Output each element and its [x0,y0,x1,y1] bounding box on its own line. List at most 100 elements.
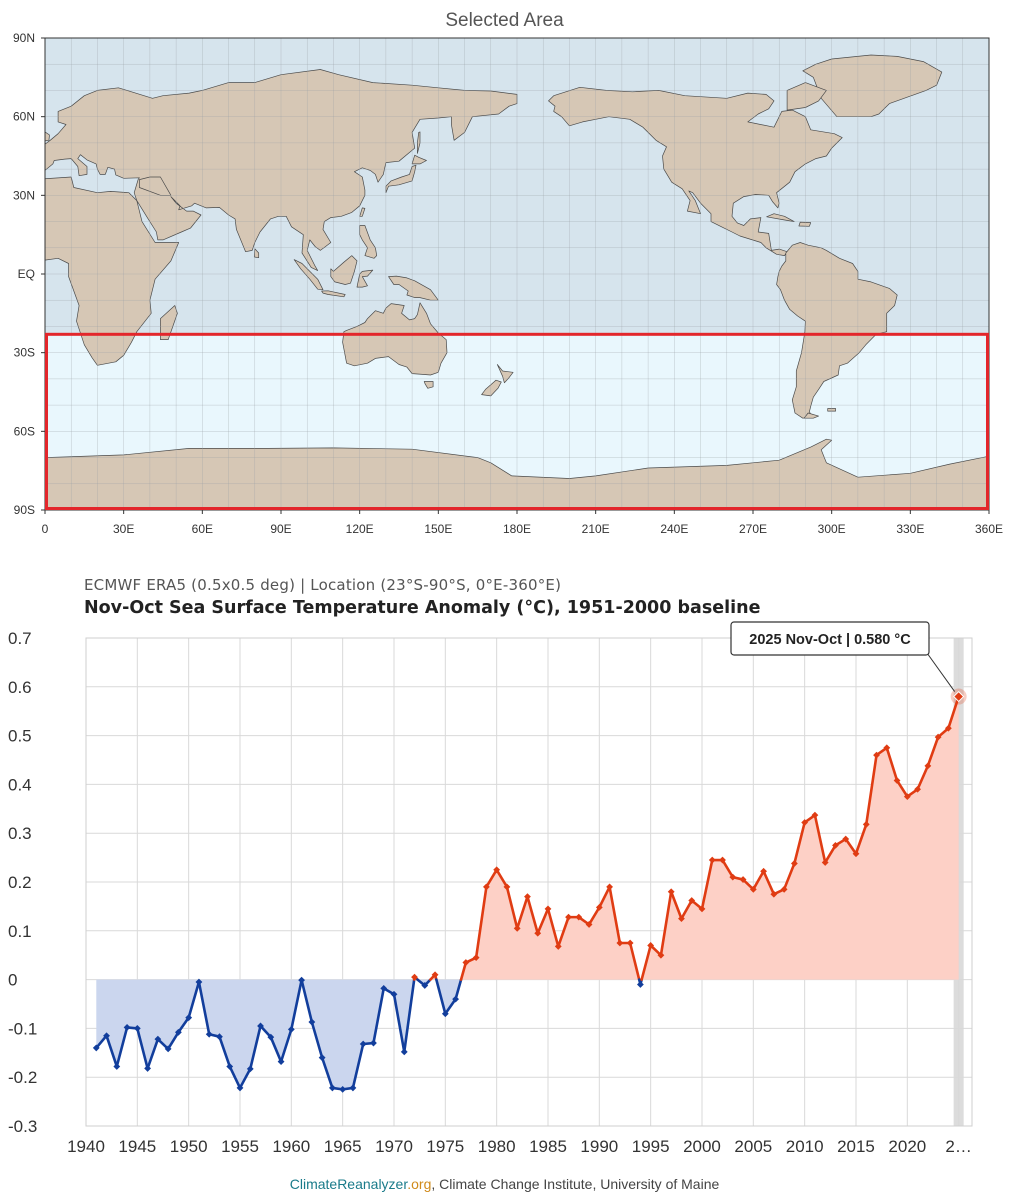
data-point-1970[interactable] [390,990,398,998]
data-point-1987[interactable] [565,913,572,921]
series-line-segment [628,941,641,981]
data-point-1994[interactable] [636,981,644,988]
data-point-1983[interactable] [524,893,531,901]
lon-label: 90E [270,522,291,536]
lon-label: 360E [975,522,1003,536]
footer-institution: , Climate Change Institute, University o… [431,1176,720,1192]
data-point-1951[interactable] [195,978,203,986]
data-point-2021[interactable] [914,785,921,793]
data-point-1966[interactable] [349,1084,357,1092]
data-point-1990[interactable] [595,903,603,911]
data-point-1962[interactable] [308,1018,316,1026]
data-point-1996[interactable] [657,951,665,959]
x-tick-label: 2010 [786,1137,824,1156]
land-great-britain [45,131,50,142]
land-hokkaido [411,154,427,165]
data-point-1974[interactable] [431,971,439,979]
land-philippines [359,225,378,259]
series-line-segment [392,992,406,1054]
footer-site-tld[interactable]: .org [407,1176,432,1192]
series-line-segment [402,978,416,1054]
land-japan [385,164,417,194]
series-line-segment [916,764,930,791]
data-point-1972[interactable] [411,973,418,981]
data-point-1942[interactable] [103,1032,110,1040]
data-point-1947[interactable] [154,1035,162,1043]
data-point-2014[interactable] [842,835,850,843]
data-point-2020[interactable] [903,793,911,800]
data-point-1968[interactable] [370,1039,377,1047]
series-line-segment [680,899,694,920]
data-point-2025[interactable] [953,690,965,703]
footer-site-name[interactable]: ClimateReanalyzer [289,1176,408,1192]
y-tick-label: 0.6 [8,678,32,697]
data-point-1946[interactable] [144,1065,151,1072]
data-point-1982[interactable] [513,924,521,932]
data-point-2015[interactable] [852,850,860,858]
data-point-2018[interactable] [883,744,891,752]
data-point-2001[interactable] [708,856,716,864]
data-point-1997[interactable] [667,888,675,896]
data-point-1964[interactable] [328,1084,336,1092]
data-point-1959[interactable] [277,1058,285,1065]
data-point-2002[interactable] [719,856,726,864]
data-point-2019[interactable] [893,777,901,784]
world-map[interactable]: 90N 60N 30N EQ 30S 60S 90S 0 30E 60E 90E 120E 150E 18… [0,0,1009,555]
data-point-2003[interactable] [729,873,737,881]
series-line-segment [485,868,498,889]
data-point-1984[interactable] [534,929,542,937]
data-point-1992[interactable] [616,939,624,947]
data-point-1955[interactable] [236,1084,244,1092]
chart-title: Nov-Oct Sea Surface Temperature Anomaly … [84,598,761,618]
data-point-2022[interactable] [924,762,932,770]
series-line-segment [515,895,529,930]
data-point-1985[interactable] [544,905,552,913]
data-point-2000[interactable] [698,905,706,913]
data-point-1978[interactable] [472,954,480,962]
data-point-1998[interactable] [678,915,685,922]
y-tick-label: 0.4 [8,775,32,794]
series-line-segment [854,823,868,855]
series-line-segment [823,844,837,864]
lon-label: 180E [503,522,531,536]
data-point-1977[interactable] [462,959,470,966]
data-point-1988[interactable] [575,913,583,921]
data-point-2023[interactable] [934,733,942,741]
x-tick-label: 2020 [888,1137,926,1156]
lat-label: 60S [14,424,35,438]
lon-label: 150E [424,522,452,536]
data-point-2012[interactable] [821,859,829,866]
series-line-segment [187,980,201,1019]
lon-label: 240E [660,522,688,536]
data-point-2013[interactable] [832,842,839,849]
data-point-2011[interactable] [811,811,819,819]
data-point-2007[interactable] [770,890,778,898]
series-line-segment [94,1034,108,1050]
data-point-1961[interactable] [298,976,305,984]
lon-label: 60E [192,522,213,536]
data-point-1981[interactable] [503,883,511,891]
data-point-2016[interactable] [862,821,870,828]
data-point-2010[interactable] [801,819,809,826]
data-point-1948[interactable] [164,1045,172,1053]
data-point-2024[interactable] [944,724,952,732]
data-point-1969[interactable] [380,984,388,992]
data-point-1943[interactable] [113,1063,121,1070]
data-point-1991[interactable] [606,883,613,891]
data-point-1979[interactable] [482,883,490,891]
data-point-2017[interactable] [873,751,880,759]
data-point-2006[interactable] [760,867,767,875]
series-line-segment [474,885,488,959]
data-point-1993[interactable] [626,939,634,947]
x-tick-label: 1990 [580,1137,618,1156]
data-point-1986[interactable] [554,943,562,950]
data-point-1980[interactable] [493,866,501,874]
data-point-1976[interactable] [452,995,459,1003]
data-point-1971[interactable] [400,1048,408,1056]
line-chart[interactable]: 0.7 0.6 0.5 0.4 0.3 0.2 0.1 0 -0.1 -0.2 -0.3 1940 19… [0,560,1009,1170]
series-line-segment [640,944,652,981]
series-line-segment [526,895,540,935]
data-point-1975[interactable] [441,1010,449,1018]
selection-box[interactable] [45,332,989,510]
y-tick-label: 0 [8,971,17,990]
